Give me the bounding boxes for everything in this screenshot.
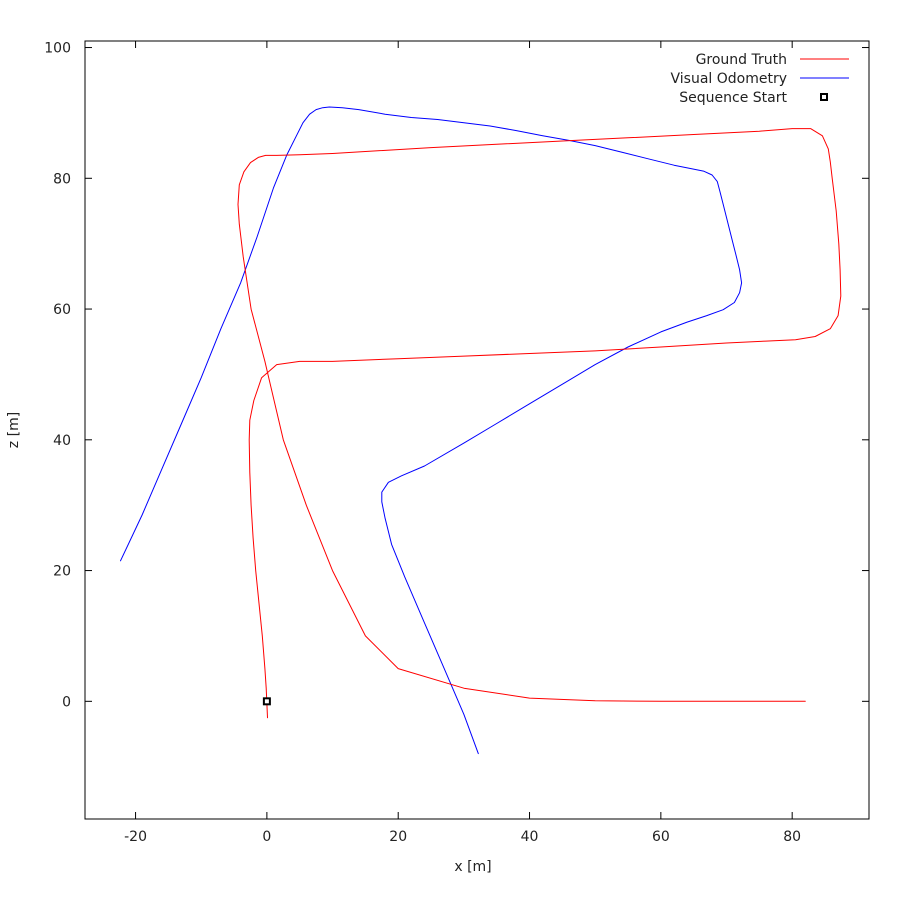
x-tick-label: 80 bbox=[783, 829, 801, 845]
x-tick-label: 40 bbox=[521, 829, 539, 845]
sequence-start-marker bbox=[262, 697, 271, 706]
y-tick-label: 40 bbox=[53, 433, 71, 449]
series-layer bbox=[120, 106, 842, 755]
legend-label-visual-odometry: Visual Odometry bbox=[671, 71, 788, 87]
legend-label-ground-truth: Ground Truth bbox=[696, 52, 787, 68]
x-tick-label: 60 bbox=[652, 829, 670, 845]
x-tick-label: 20 bbox=[389, 829, 407, 845]
y-tick-label: 100 bbox=[44, 41, 71, 57]
ticks-layer: -20 0 20 40 60 80 0 20 40 60 80 100 bbox=[44, 41, 869, 845]
y-tick-label: 80 bbox=[53, 171, 71, 187]
x-tick-label: -20 bbox=[124, 829, 147, 845]
legend: Ground Truth Visual Odometry Sequence Star… bbox=[671, 52, 849, 106]
x-tick-label: 0 bbox=[262, 829, 271, 845]
y-tick-label: 0 bbox=[62, 694, 71, 710]
x-axis-label: x [m] bbox=[454, 859, 491, 875]
series-line-visual-odometry bbox=[120, 106, 743, 755]
plot-border bbox=[84, 40, 870, 820]
y-tick-label: 20 bbox=[53, 564, 71, 580]
legend-label-sequence-start: Sequence Start bbox=[679, 90, 787, 106]
y-tick-label: 60 bbox=[53, 302, 71, 318]
series-line-ground-truth bbox=[237, 128, 842, 719]
y-axis-label: z [m] bbox=[6, 412, 22, 448]
plot-area bbox=[85, 41, 869, 819]
legend-swatch-sequence-start bbox=[820, 93, 828, 101]
